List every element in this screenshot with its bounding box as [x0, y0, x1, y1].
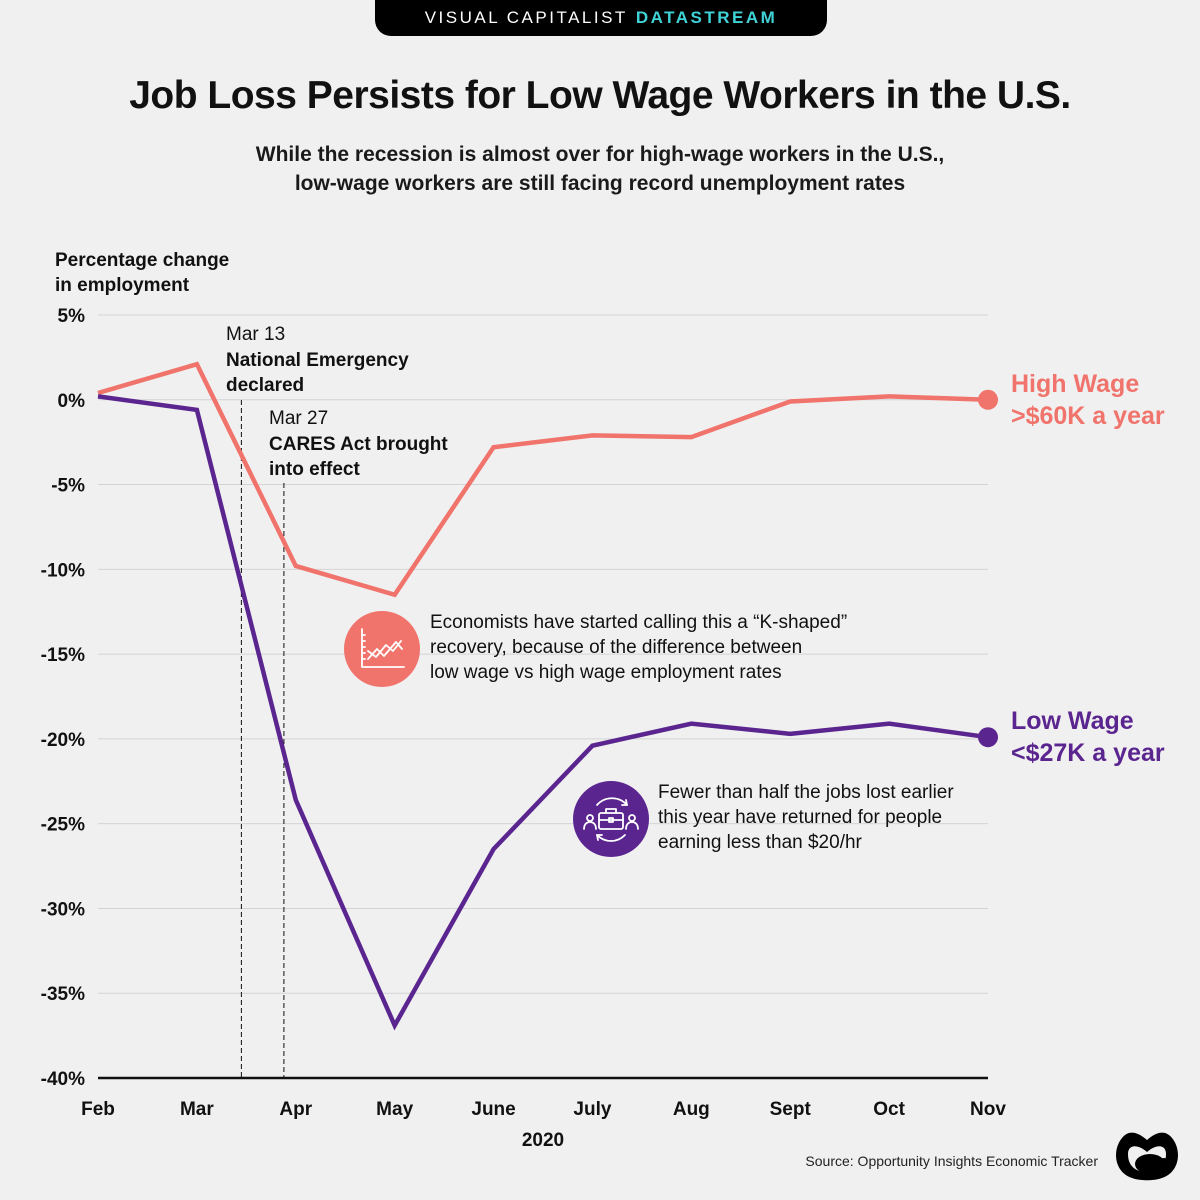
chart-subtitle: While the recession is almost over for h… [0, 140, 1200, 198]
series-line-low-wage [97, 394, 989, 1031]
chart-title: Job Loss Persists for Low Wage Workers i… [129, 74, 1071, 117]
annotation-text: CARES Act brought [269, 434, 448, 455]
note-line: low wage vs high wage employment rates [430, 662, 782, 683]
subtitle-line-1: While the recession is almost over for h… [255, 143, 945, 166]
x-tick-label: June [471, 1099, 515, 1120]
brand-banner: VISUAL CAPITALIST DATASTREAM [375, 0, 827, 36]
y-tick-label: 0% [58, 391, 86, 412]
y-tick-label: -10% [41, 560, 85, 581]
y-axis-title: Percentage change in employment [55, 248, 229, 298]
brand-accent: DATASTREAM [635, 8, 778, 27]
annotation-text: declared [226, 375, 304, 396]
annotation-text: National Emergency [226, 350, 409, 371]
series-label: High Wage [1011, 370, 1139, 398]
data-point [978, 727, 998, 748]
note-line: Fewer than half the jobs lost earlier [658, 782, 954, 803]
chart-trend-icon [344, 611, 420, 687]
x-tick-label: Aug [673, 1099, 710, 1120]
y-tick-label: -5% [51, 476, 85, 497]
x-tick-label: Nov [970, 1099, 1006, 1120]
data-point [978, 389, 998, 410]
briefcase-people-icon [573, 781, 649, 857]
y-axis-title-line-1: Percentage change [55, 250, 230, 271]
y-tick-label: -20% [41, 730, 85, 751]
series-label: >$60K a year [1011, 402, 1165, 430]
visual-capitalist-logo [1112, 1130, 1182, 1182]
y-tick-label: -25% [41, 815, 85, 836]
note-line: recovery, because of the difference betw… [430, 637, 803, 658]
x-tick-label: Feb [81, 1099, 115, 1120]
x-axis-title: 2020 [522, 1130, 564, 1151]
y-tick-label: -30% [41, 899, 85, 920]
source-note: Source: Opportunity Insights Economic Tr… [805, 1153, 1098, 1169]
series-label: <$27K a year [1011, 739, 1165, 767]
note-line: this year have returned for people [658, 807, 943, 828]
y-tick-label: -15% [41, 645, 85, 666]
y-axis-title-line-2: in employment [55, 275, 190, 296]
x-tick-label: Mar [180, 1099, 214, 1120]
x-tick-label: Sept [770, 1099, 812, 1120]
x-tick-label: May [376, 1099, 413, 1120]
x-tick-label: Apr [279, 1099, 312, 1120]
note-jobs-returned-text: Fewer than half the jobs lost earlier th… [658, 780, 954, 855]
annotation-date: Mar 27 [269, 408, 328, 429]
note-line: earning less than $20/hr [658, 832, 862, 853]
x-tick-label: Oct [873, 1099, 905, 1120]
series-line-high-wage [97, 361, 989, 598]
subtitle-line-2: low-wage workers are still facing record… [294, 172, 906, 195]
series-label: Low Wage [1011, 707, 1134, 735]
y-tick-label: -35% [41, 984, 85, 1005]
note-line: Economists have started calling this a “… [430, 612, 848, 633]
brand-name: VISUAL CAPITALIST [424, 8, 628, 27]
note-k-shaped-text: Economists have started calling this a “… [430, 610, 847, 685]
x-tick-label: July [573, 1099, 611, 1120]
annotation-text: into effect [269, 459, 360, 480]
annotation-date: Mar 13 [226, 324, 285, 345]
y-tick-label: 5% [58, 306, 86, 327]
y-tick-label: -40% [41, 1069, 85, 1090]
